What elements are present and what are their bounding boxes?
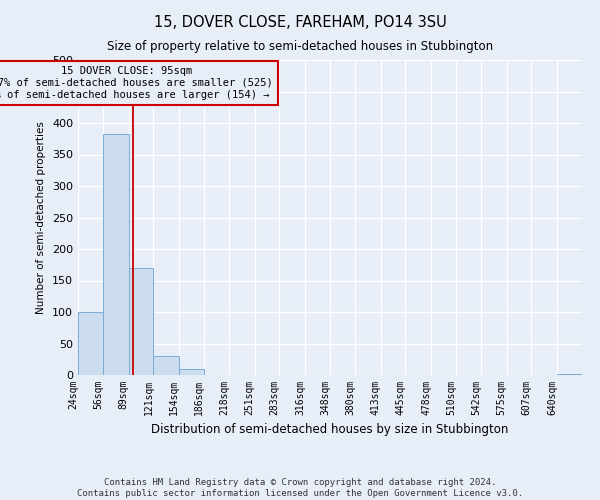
Text: 15, DOVER CLOSE, FAREHAM, PO14 3SU: 15, DOVER CLOSE, FAREHAM, PO14 3SU xyxy=(154,15,446,30)
Y-axis label: Number of semi-detached properties: Number of semi-detached properties xyxy=(37,121,46,314)
Bar xyxy=(103,134,128,375)
Bar xyxy=(128,268,154,375)
Bar xyxy=(557,374,582,375)
Text: Size of property relative to semi-detached houses in Stubbington: Size of property relative to semi-detach… xyxy=(107,40,493,53)
Bar xyxy=(78,312,103,375)
X-axis label: Distribution of semi-detached houses by size in Stubbington: Distribution of semi-detached houses by … xyxy=(151,424,509,436)
Bar xyxy=(179,368,204,375)
Text: 15 DOVER CLOSE: 95sqm
← 77% of semi-detached houses are smaller (525)
23% of sem: 15 DOVER CLOSE: 95sqm ← 77% of semi-deta… xyxy=(0,66,273,100)
Text: Contains HM Land Registry data © Crown copyright and database right 2024.
Contai: Contains HM Land Registry data © Crown c… xyxy=(77,478,523,498)
Bar xyxy=(154,356,179,375)
